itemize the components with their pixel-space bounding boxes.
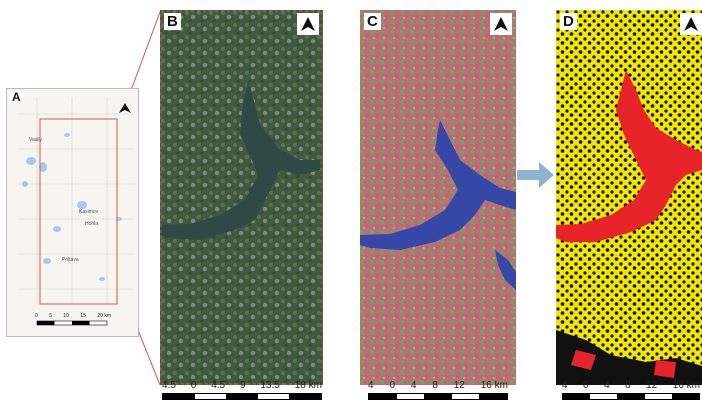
scale-bar-segments (368, 393, 508, 400)
north-arrow-icon (680, 13, 702, 35)
scale-tick: 4 (604, 380, 610, 391)
scale-tick: 10 (63, 313, 69, 319)
scale-tick: 13.5 (260, 380, 280, 391)
overview-scale-bar (36, 320, 108, 326)
scale-tick: 9 (239, 380, 246, 391)
classified-image-canvas (360, 10, 516, 385)
scale-tick: 12 (453, 380, 465, 391)
scale-tick: 16 km (672, 380, 700, 391)
satellite-image-canvas (160, 10, 323, 385)
panel-c-classified-image: C (360, 10, 516, 385)
scale-tick: 0 (35, 313, 38, 319)
scale-tick: 0 (190, 380, 197, 391)
scale-tick: 16 km (480, 380, 508, 391)
scale-tick: 18 km (294, 380, 322, 391)
reservoir-shape-d (556, 70, 702, 242)
overview-map-canvas (7, 89, 138, 336)
panel-d-scale-bar: 4 0 4 8 12 16 km (562, 380, 700, 400)
scale-tick: 0 (389, 380, 395, 391)
scale-tick: 4 (562, 380, 568, 391)
scale-tick: 5 (49, 313, 52, 319)
panel-d-water-mask: D (556, 10, 702, 385)
panel-a-letter: A (9, 91, 24, 104)
place-label: Poltava (62, 257, 79, 263)
panel-b-satellite-image: B (160, 10, 323, 385)
scale-tick: 4.5 (211, 380, 226, 391)
study-extent-outline (39, 118, 118, 305)
scale-tick: 4 (368, 380, 374, 391)
panel-b-letter: B (164, 13, 181, 30)
north-arrow-icon (297, 13, 319, 35)
reservoir-shape-c (360, 120, 516, 250)
panel-a-scale-labels: 0 5 10 15 20 km (35, 313, 111, 319)
scale-tick: 15 (80, 313, 86, 319)
scale-tick: 20 km (97, 313, 111, 319)
north-arrow-icon (119, 103, 131, 113)
panel-d-letter: D (560, 13, 577, 30)
scale-bar-segments (162, 393, 322, 400)
right-arrow-icon (517, 162, 554, 188)
panel-b-scale-bar: 4.5 0 4.5 9 13.5 18 km (162, 380, 322, 400)
place-label: Vasily (29, 137, 42, 143)
place-label: Hohla (85, 221, 99, 227)
scale-tick: 0 (583, 380, 589, 391)
place-label: Kasimov (79, 209, 99, 215)
scale-tick: 4 (410, 380, 417, 391)
scale-tick: 8 (432, 380, 438, 391)
scale-tick: 4.5 (162, 380, 176, 391)
north-arrow-icon (490, 13, 512, 35)
panel-c-scale-bar: 4 0 4 8 12 16 km (368, 380, 508, 400)
scale-bar-segments (562, 393, 700, 400)
scale-tick: 12 (646, 380, 658, 391)
reservoir-shape-b (160, 80, 320, 240)
scale-tick: 8 (625, 380, 631, 391)
panel-a-overview-map: A Kasimov Hohla Vasily Poltava 0 5 10 15… (6, 88, 139, 337)
panel-c-letter: C (364, 13, 381, 30)
water-mask-canvas (556, 10, 702, 385)
extent-dashed-border (160, 10, 323, 385)
